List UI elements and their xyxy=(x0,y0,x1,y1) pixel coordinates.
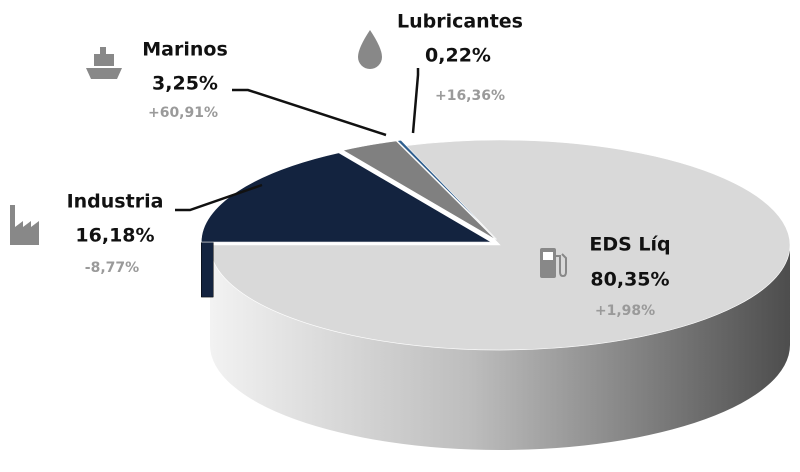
slice-value: 3,25% xyxy=(152,73,218,95)
ship-icon xyxy=(86,47,122,79)
slice-name: Marinos xyxy=(142,39,228,61)
leader-line xyxy=(411,68,420,134)
slice-side xyxy=(201,241,214,298)
slice-value: 0,22% xyxy=(425,45,491,67)
slice xyxy=(342,140,496,240)
leader-line xyxy=(232,88,387,137)
slice xyxy=(200,152,493,243)
slice-change: -8,77% xyxy=(85,260,139,276)
slice-name: Lubricantes xyxy=(397,11,523,33)
pie xyxy=(200,139,791,450)
drop-icon xyxy=(358,30,382,69)
slice-change: +16,36% xyxy=(435,88,505,104)
slice-side xyxy=(210,245,790,450)
slice xyxy=(396,139,497,240)
slice xyxy=(209,139,791,351)
fuel-icon xyxy=(540,248,567,278)
slice-change: +1,98% xyxy=(595,303,655,319)
slice-value: 80,35% xyxy=(590,269,669,291)
leader-line xyxy=(175,183,263,212)
slice-change: +60,91% xyxy=(148,105,218,121)
slice-value: 16,18% xyxy=(75,225,154,247)
slice-name: Industria xyxy=(67,191,164,213)
factory-icon xyxy=(10,205,39,245)
slice-name: EDS Líq xyxy=(589,234,670,256)
